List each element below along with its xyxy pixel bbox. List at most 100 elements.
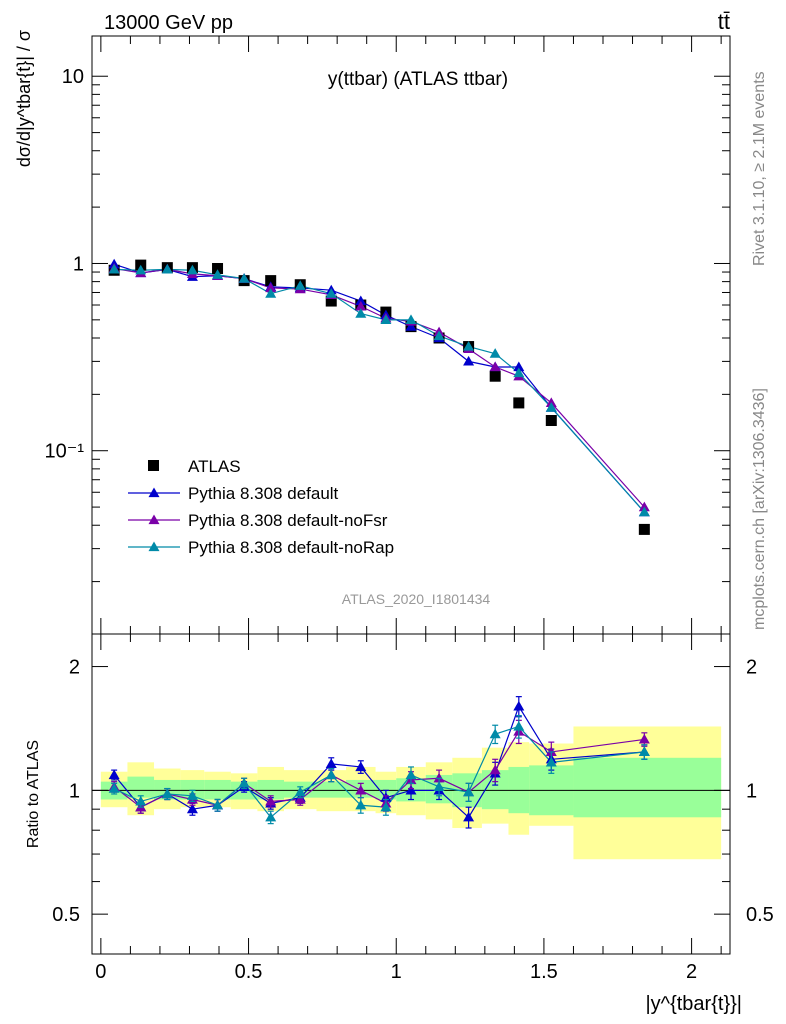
ratio-ytick-label-right: 2 [746, 657, 757, 679]
legend-entry: ATLAS [188, 457, 241, 476]
mc-data-point [135, 264, 147, 275]
ratio-data-point [433, 772, 445, 783]
ratio-data-point [238, 777, 250, 788]
ratio-series-line [113, 725, 645, 819]
ratio-panel: 2 2 1 1 0.5 0.5 0 0.5 1 1.5 2 Ratio to ATLAS |y^{… [25, 633, 774, 1015]
legend-entry: Pythia 8.308 default [188, 484, 339, 503]
atlas-data-point [638, 523, 650, 535]
analysis-label: ATLAS_2020_I1801434 [342, 591, 491, 607]
ratio-data-point [186, 790, 198, 800]
main-panel: 10 1 10⁻¹ y(ttbar) (ATLAS ttbar) ATLAS_202… [14, 30, 731, 635]
stat-uncertainty-band [573, 757, 722, 818]
ratio-data-point [325, 758, 337, 768]
ratio-data-point [513, 700, 525, 711]
ratio-series-line [113, 705, 645, 819]
ratio-data-point [325, 769, 337, 780]
main-ytick-label: 10 [62, 66, 84, 88]
legend-marker [148, 541, 160, 552]
ratio-data-point [638, 733, 650, 744]
ratio-data-point [513, 720, 525, 731]
legend: ATLAS Pythia 8.308 default Pythia 8.308 de… [128, 457, 394, 557]
ratio-data-point [108, 783, 120, 793]
mc-data-point [161, 263, 173, 274]
ratio-ytick-label-left: 1 [69, 780, 80, 802]
ratio-ytick-label-left: 2 [69, 657, 80, 679]
ratio-data-point [265, 811, 277, 822]
ratio-ytick-label-right: 1 [746, 780, 757, 802]
xtick-label: 0.5 [235, 961, 263, 983]
ratio-data-point [380, 801, 392, 812]
main-title: y(ttbar) (ATLAS ttbar) [328, 69, 508, 90]
mc-data-point [186, 264, 198, 275]
mc-data-point [638, 501, 650, 512]
mc-data-point [489, 348, 501, 358]
stat-uncertainty-band [316, 781, 347, 798]
ratio-data-point [108, 769, 120, 780]
mc-data-point [265, 288, 277, 298]
legend-marker-atlas [148, 460, 159, 471]
xtick-labels: 0 0.5 1 1.5 2 [95, 961, 697, 983]
mc-data-point [405, 314, 417, 324]
atlas-data-point [545, 415, 557, 427]
ratio-markers [108, 696, 650, 829]
legend-marker [148, 487, 160, 498]
main-ticks [92, 36, 730, 634]
legend-entry: Pythia 8.308 default-noFsr [188, 511, 388, 530]
final-state-label: tt̄ [718, 9, 730, 34]
mc-data-point [355, 308, 367, 318]
stat-uncertainty-band [180, 779, 205, 800]
ratio-ticks [92, 634, 730, 955]
ratio-data-point [294, 794, 306, 804]
mc-data-point [380, 314, 392, 324]
ratio-ytick-labels: 2 2 1 1 0.5 0.5 [52, 657, 774, 927]
ratio-data-point [545, 746, 557, 757]
ratio-data-point [265, 795, 277, 806]
main-markers [108, 258, 650, 535]
mc-data-point [513, 361, 525, 372]
mc-data-point [355, 300, 367, 311]
mc-data-point [405, 321, 417, 331]
ratio-data-point [405, 769, 417, 780]
xtick-label: 2 [686, 961, 697, 983]
main-ytick-labels: 10 1 10⁻¹ [45, 66, 85, 462]
mc-data-point [638, 506, 650, 517]
ratio-ytick-label-right: 0.5 [746, 904, 774, 926]
stat-uncertainty-band [257, 779, 284, 800]
mc-data-point [212, 269, 224, 279]
mc-series-line [113, 263, 645, 513]
stat-uncertainty-band [375, 779, 397, 800]
ratio-data-point [355, 761, 367, 772]
mc-data-point [355, 295, 367, 306]
mc-data-point [294, 280, 306, 290]
ratio-data-point [463, 811, 475, 822]
main-ytick-label: 10⁻¹ [45, 441, 85, 463]
ratio-y-axis-label: Ratio to ATLAS [25, 740, 42, 848]
mcplots-label: mcplots.cern.ch [arXiv:1306.3436] [751, 388, 768, 630]
main-ytick-label: 1 [73, 253, 84, 275]
mc-data-point [325, 288, 337, 298]
mc-data-point [545, 402, 557, 412]
ratio-data-point [489, 764, 501, 775]
rivet-label: Rivet 3.1.10, ≥ 2.1M events [751, 71, 768, 266]
stat-uncertainty-band [204, 779, 231, 800]
ratio-data-point [294, 786, 306, 797]
mc-data-point [489, 361, 501, 372]
mc-data-point [513, 367, 525, 378]
ratio-data-point [545, 756, 557, 767]
atlas-data-point [513, 397, 525, 409]
ratio-data-point [161, 788, 173, 799]
ratio-data-point [355, 799, 367, 810]
ratio-data-point [355, 784, 367, 795]
ratio-data-point [638, 746, 650, 757]
atlas-data-point [325, 295, 337, 307]
xtick-label: 1.5 [530, 961, 558, 983]
xtick-label: 0 [95, 961, 106, 983]
atlas-data-point [265, 275, 277, 287]
main-y-axis-label: dσ/d|y^tbar{t}| / σ [14, 30, 34, 167]
mc-data-point [433, 330, 445, 341]
mc-data-point [108, 263, 120, 274]
ratio-data-point [186, 803, 198, 814]
stat-uncertainty-band [127, 776, 155, 798]
legend-entry: Pythia 8.308 default-noRap [188, 538, 394, 557]
main-frame [91, 35, 731, 635]
